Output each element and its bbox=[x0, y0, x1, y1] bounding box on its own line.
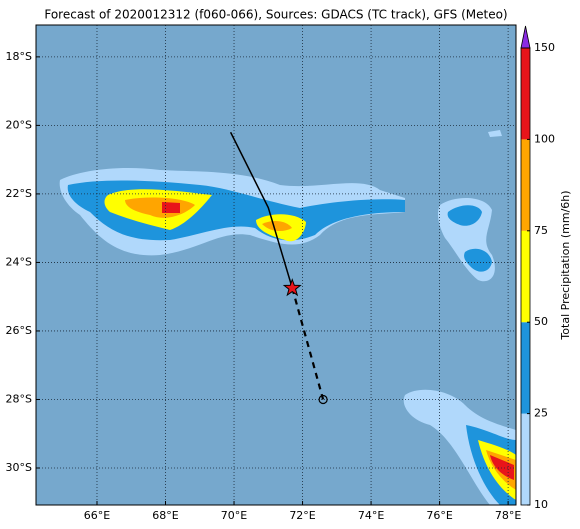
colorbar-frame bbox=[520, 47, 531, 506]
y-tick-label: 30°S bbox=[6, 461, 32, 474]
precip-area bbox=[490, 455, 514, 480]
map-frame bbox=[35, 24, 517, 506]
y-tick-label: 20°S bbox=[6, 118, 32, 131]
colorbar-tick-label: 50 bbox=[534, 315, 548, 328]
x-tick-label: 72°E bbox=[289, 509, 315, 522]
current-position bbox=[282, 278, 302, 297]
x-tick-label: 76°E bbox=[426, 509, 452, 522]
x-tick-label: 70°E bbox=[221, 509, 247, 522]
observed-track bbox=[229, 131, 293, 289]
colorbar-extend bbox=[520, 25, 531, 49]
colorbar-segment bbox=[521, 413, 530, 505]
colorbar-segment bbox=[521, 48, 530, 140]
track bbox=[229, 131, 328, 405]
precip-area bbox=[162, 202, 180, 213]
precip-area bbox=[488, 130, 502, 137]
x-tick-label: 68°E bbox=[152, 509, 178, 522]
precipitation bbox=[59, 130, 516, 505]
y-tick-label: 28°S bbox=[6, 392, 32, 405]
colorbar-tick-label: 75 bbox=[534, 224, 548, 237]
precip-area bbox=[464, 248, 492, 272]
colorbar-segment bbox=[521, 230, 530, 323]
colorbar-segment bbox=[521, 322, 530, 414]
precip-area bbox=[447, 205, 482, 226]
colorbar-tick-label: 25 bbox=[534, 407, 548, 420]
forecast-track bbox=[291, 287, 325, 400]
x-tick-label: 74°E bbox=[358, 509, 384, 522]
x-tick-label: 78°E bbox=[495, 509, 521, 522]
colorbar-tick-label: 150 bbox=[534, 41, 555, 54]
colorbar-tick-label: 10 bbox=[534, 498, 548, 511]
colorbar-tick-label: 100 bbox=[534, 132, 555, 145]
x-tick-label: 66°E bbox=[84, 509, 110, 522]
y-tick-label: 22°S bbox=[6, 187, 32, 200]
y-tick-label: 26°S bbox=[6, 324, 32, 337]
grid bbox=[36, 25, 516, 505]
forecast-position bbox=[318, 394, 328, 405]
map-title: Forecast of 2020012312 (f060-066), Sourc… bbox=[44, 8, 507, 22]
colorbar-segment bbox=[521, 139, 530, 231]
precip-area bbox=[262, 221, 292, 232]
colorbar-label: Total Precipitation (mm/6h) bbox=[559, 190, 572, 340]
y-tick-label: 18°S bbox=[6, 50, 32, 63]
y-tick-label: 24°S bbox=[6, 255, 32, 268]
